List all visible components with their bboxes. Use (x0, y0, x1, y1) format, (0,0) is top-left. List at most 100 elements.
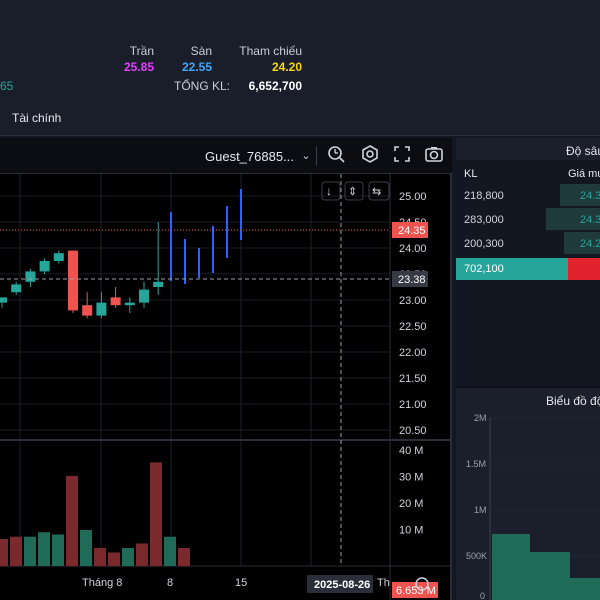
chart-panel: Guest_76885... ⌄ (0, 138, 452, 600)
price-tick: 23.00 (399, 295, 427, 307)
change-value: 65 (0, 79, 14, 93)
dist-bar (530, 552, 570, 600)
current-price-text: 24.35 (398, 225, 426, 237)
fullscreen-icon[interactable] (390, 144, 414, 168)
ceiling-value: 25.85 (123, 60, 154, 74)
dist-tick-1m: 1M (474, 505, 487, 515)
row-volume: 218,800 (464, 190, 504, 202)
projection-bars (170, 189, 242, 284)
dist-bar (570, 578, 600, 600)
camera-icon[interactable] (422, 144, 446, 168)
orderbook-total-row: 702,100 (456, 258, 600, 280)
candle-body (39, 261, 50, 272)
dist-tick-2m: 2M (474, 413, 487, 423)
col-price: Giá mu (568, 168, 600, 180)
crosshair-date-tag (307, 575, 373, 593)
candle-body (25, 271, 36, 282)
volume-tick: 30 M (399, 472, 423, 484)
swap-button[interactable] (368, 181, 390, 201)
floor-label: Sàn (190, 44, 212, 58)
current-volume-tag (392, 582, 438, 598)
candle-body (139, 289, 149, 303)
crosshair-price-text: 23.38 (398, 274, 426, 286)
price-tick: 21.50 (399, 373, 427, 385)
volume-bar (38, 532, 50, 566)
reference-label: Tham chiếu (239, 44, 302, 58)
total-volume: 702,100 (464, 263, 504, 275)
candle-body (110, 297, 121, 306)
dist-tick-1-5m: 1.5M (466, 459, 486, 469)
price-tick: 25.00 (399, 191, 427, 203)
distribution-chart: 2M 1.5M 1M 500K 0 (466, 413, 600, 600)
chart-toolbar: Guest_76885... ⌄ (0, 138, 452, 174)
volume-tick: 40 M (399, 445, 423, 457)
row-price: 24.2 (580, 238, 600, 250)
volume-bar (80, 529, 92, 566)
volume-bar (24, 536, 36, 566)
settings-icon[interactable] (358, 144, 382, 168)
volume-bar (122, 547, 134, 566)
swap-icon: ⇆ (372, 186, 381, 198)
orderbook-row[interactable]: 218,800 24.3 (456, 184, 600, 208)
user-menu-label[interactable]: Guest_76885... (205, 149, 294, 164)
crosshair-date-text: 2025-08-26 (314, 579, 370, 591)
candle-body (53, 253, 64, 261)
volume-group (0, 462, 190, 566)
candle-body (153, 281, 164, 287)
total-ask-bar (568, 258, 600, 280)
price-chart[interactable]: 25.0024.5024.0023.5023.0022.5022.0021.50… (0, 174, 452, 600)
volume-tick: 20 M (399, 498, 423, 510)
orderbook-row[interactable]: 200,300 24.2 (456, 232, 600, 256)
candles-group (0, 222, 164, 319)
zoom-time-icon[interactable] (324, 144, 348, 168)
chevron-down-icon[interactable]: ⌄ (301, 150, 311, 162)
orderbook-row[interactable]: 283,000 24.3 (456, 208, 600, 232)
candle-body (0, 297, 7, 303)
dist-tick-500k: 500K (466, 551, 487, 561)
candle-body (68, 250, 78, 311)
current-price-tag (392, 222, 428, 238)
bid-depth-bar (546, 208, 600, 230)
orderbook-header (456, 138, 600, 160)
volume-bar (136, 543, 148, 566)
price-tick: 24.00 (399, 243, 427, 255)
volume-tick: 10 M (399, 525, 423, 537)
volume-bar (108, 552, 120, 566)
volume-bar (150, 462, 162, 566)
x-label-15: 15 (235, 577, 247, 589)
candle-body (11, 284, 22, 293)
axis-settings-icon[interactable] (415, 577, 429, 591)
volume-bar (178, 547, 190, 566)
total-bid-bar (456, 258, 568, 280)
volume-bar (0, 538, 8, 566)
volume-bar (94, 547, 106, 566)
total-volume-value: 6,652,700 (248, 79, 302, 93)
dist-tick-0: 0 (480, 591, 485, 600)
tab-finance[interactable]: Tài chính (12, 111, 62, 125)
collapse-button[interactable] (344, 181, 364, 201)
row-volume: 283,000 (464, 214, 504, 226)
dist-bar (492, 534, 530, 600)
reference-value: 24.20 (271, 60, 302, 74)
total-volume-label: TỔNG KL: (173, 79, 230, 93)
price-tick: 22.50 (399, 321, 427, 333)
ceiling-label: Trần (129, 44, 154, 58)
arrow-down-icon: ↓ (326, 184, 332, 198)
x-label-partial: Th (377, 577, 390, 589)
candle-body (82, 305, 93, 316)
row-price: 24.3 (580, 214, 600, 226)
price-tick: 22.00 (399, 347, 427, 359)
crosshair-price-tag (392, 271, 428, 287)
bid-depth-bar (560, 184, 600, 206)
row-volume: 200,300 (464, 238, 504, 250)
col-kl: KL (464, 168, 478, 180)
bid-depth-bar (564, 232, 600, 254)
row-price: 24.3 (580, 190, 600, 202)
volume-bar (164, 536, 176, 566)
price-tick: 20.50 (399, 425, 427, 437)
floor-value: 22.55 (181, 60, 212, 74)
stock-header: Trần Sàn Tham chiếu 25.85 22.55 24.20 65… (0, 0, 600, 136)
toolbar-divider (316, 146, 317, 166)
x-label-8: 8 (167, 577, 173, 589)
scroll-down-button[interactable] (321, 181, 341, 201)
